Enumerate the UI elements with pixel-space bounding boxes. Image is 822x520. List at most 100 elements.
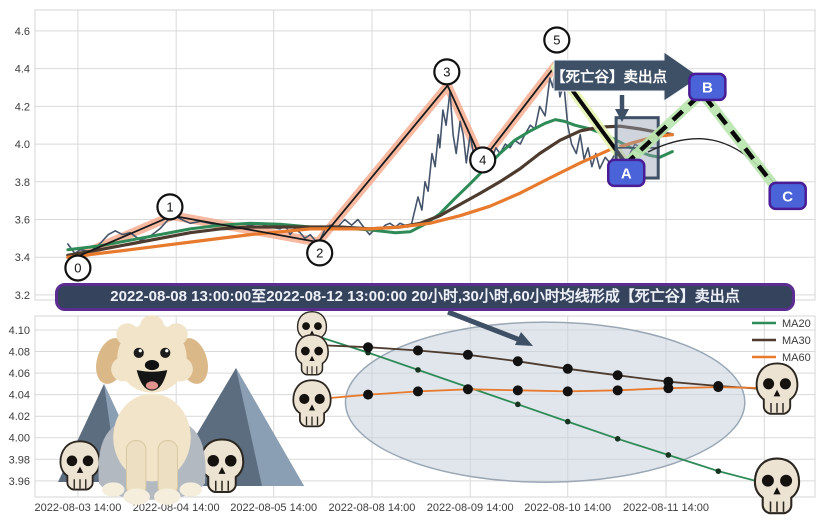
wave-number-0: 0 (74, 260, 81, 275)
skull-left-mountain-icon (59, 440, 101, 491)
legend-label-ma20: MA20 (782, 318, 811, 330)
ma60-marker-dot (462, 384, 473, 395)
forecast-dashed-line (623, 90, 778, 190)
point-label-C: C (782, 188, 793, 205)
wave-circle-2 (306, 239, 334, 267)
y-tick-label: 4.02 (9, 411, 30, 423)
price-chart-panel: 4.6 4.4 4.2 4.0 3.8 3.6 3.4 3.2 0 1 2 3 4 5 【死亡谷】卖出点 A B… (15, 9, 816, 302)
x-tick-label: 2022-08-08 14:00 (329, 502, 416, 514)
ma30-marker-dot (612, 370, 623, 381)
y-tick-label: 4.08 (9, 347, 30, 359)
x-tick-label: 2022-08-04 14:00 (133, 502, 220, 514)
ma20-marker-dot (614, 436, 621, 442)
y-tick-label: 3.96 (9, 476, 30, 488)
legend-label-ma30: MA30 (782, 335, 811, 347)
ma30-marker-dot (412, 345, 423, 356)
dog-leg-left (125, 440, 147, 497)
ma60-marker-dot (612, 385, 623, 396)
wave-circle-4 (469, 146, 497, 174)
skull-ma30-end-icon (755, 362, 799, 415)
ma60-marker-dot (412, 386, 423, 397)
y-tick-label: 4.6 (15, 26, 30, 38)
mountain-right-face (236, 368, 304, 486)
dog-head (117, 323, 187, 393)
dog-body (113, 393, 191, 482)
point-label-box-C (768, 181, 807, 211)
down-arrow-head (615, 109, 629, 122)
wave-circle-5 (543, 26, 571, 54)
point-label-A: A (621, 165, 632, 182)
sell-point-banner-text: 【死亡谷】卖出点 (551, 68, 667, 86)
dog-image (96, 315, 208, 505)
date-range-banner: 2022-08-08 13:00:00至2022-08-12 13:00:00 … (55, 283, 795, 311)
dog-eye-left (133, 347, 144, 358)
wave-number-1: 1 (166, 199, 173, 214)
wave-circle-3 (433, 58, 461, 86)
dog-paw-right (154, 488, 181, 505)
y-tick-label: 4.06 (9, 368, 30, 380)
highlight-ellipse (344, 321, 746, 483)
y-tick-label: 3.8 (15, 177, 30, 189)
ma-zoom-chart-panel: 4.10 4.08 4.06 4.04 4.02 4.00 3.98 3.96 2022-08-… (9, 310, 816, 515)
ma30-marker-dot (363, 342, 374, 353)
y-tick-label: 4.04 (9, 390, 30, 402)
wave-number-4: 4 (479, 152, 486, 167)
ma60-line (66, 133, 674, 259)
ma20-marker-dot (564, 418, 571, 425)
y-tick-label: 3.6 (15, 215, 30, 227)
ma30-marker-dot (462, 349, 473, 360)
ma60-marker-dot (562, 386, 573, 397)
wave-number-2: 2 (316, 245, 323, 260)
point-label-B: B (702, 79, 713, 96)
ma30-marker-dot (512, 356, 523, 367)
legend-label-ma60: MA60 (782, 352, 811, 364)
dog-paw-left (123, 488, 150, 505)
ma20-marker-dot (665, 452, 672, 458)
ma60-marker-dot (713, 382, 724, 393)
ma60-marker-dot (663, 383, 674, 394)
zigzag-line (79, 64, 557, 257)
dog-eye-right (160, 347, 171, 358)
dog-leg-right (157, 440, 179, 497)
ma60-marker-dot (363, 389, 374, 400)
y-tick-label: 4.00 (9, 433, 30, 445)
x-tick-label: 2022-08-10 14:00 (524, 502, 611, 514)
dog-tongue (145, 381, 159, 390)
x-tick-label: 2022-08-11 14:00 (623, 502, 709, 514)
wave-circle-0 (64, 254, 92, 282)
wave-number-3: 3 (443, 64, 450, 79)
sell-point-banner (553, 51, 701, 102)
skull-ma60-start-icon (292, 379, 332, 428)
ma20-marker-dot (415, 367, 421, 373)
ma60-marker-dot (512, 385, 523, 396)
wave-circle-1 (156, 193, 184, 221)
ma20-zoom-line (317, 335, 769, 485)
y-tick-label: 4.10 (9, 325, 30, 337)
ma30-marker-dot (562, 363, 573, 374)
dog-nose (144, 359, 160, 371)
point-label-box-B (688, 72, 727, 102)
y-tick-label: 3.4 (15, 252, 30, 264)
skull-ma30-start-icon (295, 334, 329, 376)
y-tick-label: 4.4 (15, 64, 30, 76)
point-label-box-A (606, 158, 646, 188)
banner-arrow-head (515, 332, 533, 346)
x-tick-label: 2022-08-03 14:00 (34, 502, 121, 514)
y-tick-label: 3.98 (9, 454, 30, 466)
plot-frame (34, 315, 816, 498)
wave-number-5: 5 (553, 32, 560, 47)
ma60-zoom-line (318, 386, 769, 400)
ma20-marker-dot (715, 468, 722, 474)
y-tick-label: 4.0 (15, 139, 30, 151)
ma30-zoom-line (318, 344, 769, 391)
y-tick-label: 3.2 (15, 290, 30, 302)
y-tick-label: 4.2 (15, 101, 30, 113)
skull-ma20-end-icon (753, 457, 801, 515)
ma20-marker-dot (515, 401, 521, 408)
plot-frame (34, 9, 816, 301)
x-tick-label: 2022-08-05 14:00 (230, 502, 317, 514)
dog-mouth (136, 370, 168, 391)
x-tick-label: 2022-08-09 14:00 (427, 502, 514, 514)
banner-arrow (447, 310, 521, 343)
